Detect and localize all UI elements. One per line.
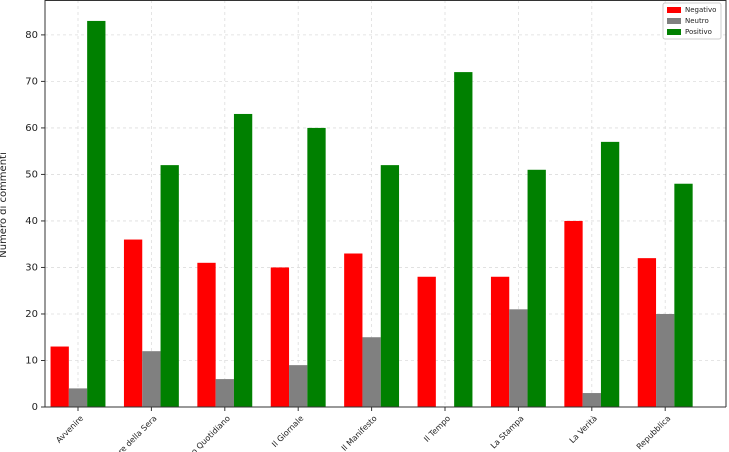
bar <box>362 337 381 407</box>
bar <box>307 127 326 408</box>
y-tick-label: 0 <box>32 402 38 413</box>
y-tick-label: 60 <box>25 123 38 134</box>
bar <box>637 258 657 407</box>
bar <box>454 72 473 408</box>
legend-label: Negativo <box>685 6 716 14</box>
y-tick-label: 50 <box>25 169 38 180</box>
legend-swatch <box>667 18 681 24</box>
x-tick-label: Il Tempo <box>422 414 452 444</box>
bar <box>197 262 216 407</box>
bar <box>417 276 436 407</box>
bar <box>490 276 510 407</box>
bar <box>142 351 161 407</box>
bar <box>656 313 675 407</box>
bar <box>527 169 546 407</box>
x-tick-label: Repubblica <box>635 414 673 452</box>
bar <box>674 183 693 407</box>
x-tick-label: La Verità <box>568 414 599 445</box>
bar <box>270 267 290 407</box>
bar <box>50 346 69 407</box>
x-tick-label: orriere della Sera <box>103 414 158 452</box>
bar <box>123 239 143 407</box>
bar <box>344 253 363 407</box>
bar <box>87 20 106 408</box>
bar <box>233 113 253 408</box>
bar <box>509 309 528 407</box>
y-tick-label: 80 <box>25 30 38 41</box>
y-tick-label: 10 <box>25 355 38 366</box>
y-axis-label: Numero di commenti <box>0 152 9 258</box>
bar <box>582 393 601 407</box>
x-tick-label: Fatto Quotidiano <box>179 414 232 452</box>
y-tick-label: 30 <box>25 262 38 273</box>
legend-swatch <box>667 7 681 13</box>
bar <box>564 220 583 407</box>
x-tick-label: Avvenire <box>54 414 85 445</box>
bar <box>215 379 234 407</box>
legend: Negativo Neutro Positivo <box>662 2 722 40</box>
legend-swatch <box>667 29 681 35</box>
legend-label: Neutro <box>685 17 709 25</box>
bar <box>380 165 400 407</box>
bar <box>289 365 308 407</box>
y-tick-label: 20 <box>25 309 38 320</box>
bar <box>68 388 88 407</box>
x-tick-label: La Stampa <box>489 414 526 451</box>
x-tick-label: Il Manifesto <box>340 414 379 452</box>
y-tick-label: 40 <box>25 216 38 227</box>
legend-label: Positivo <box>685 28 712 36</box>
y-tick-label: 70 <box>25 76 38 87</box>
bar <box>160 165 179 407</box>
x-tick-label: Il Giornale <box>270 414 305 449</box>
bar <box>600 141 620 407</box>
